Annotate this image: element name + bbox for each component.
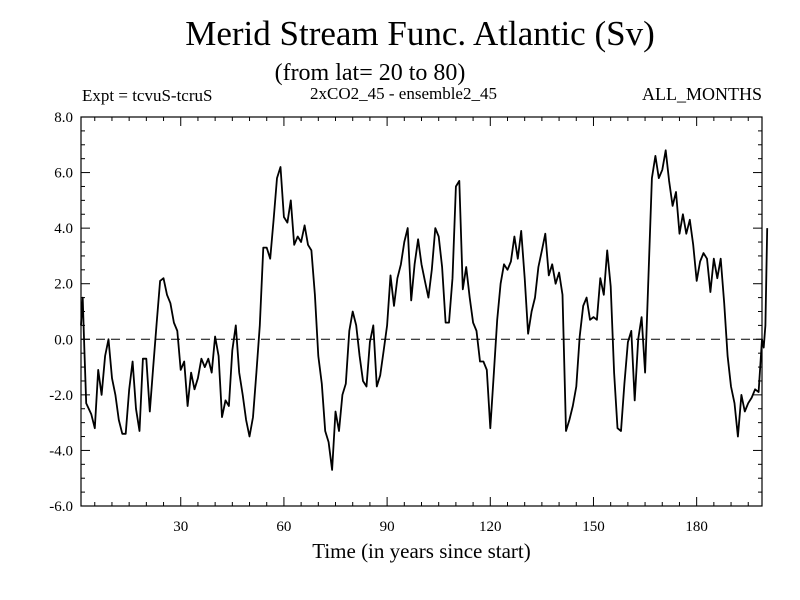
chart-subtitle: (from lat= 20 to 80) — [274, 60, 466, 86]
y-tick-label: -6.0 — [49, 499, 73, 515]
x-tick-label: 120 — [479, 519, 502, 535]
x-tick-label: 180 — [685, 519, 708, 535]
y-tick-label: 4.0 — [54, 221, 73, 237]
plot-frame — [80, 116, 763, 507]
y-tick-label: 8.0 — [54, 110, 73, 126]
y-tick-label: 2.0 — [54, 277, 73, 293]
y-tick-label: 6.0 — [54, 166, 73, 182]
x-axis-title: Time (in years since start) — [312, 539, 531, 563]
expt-label: Expt = tcvuS-tcruS — [82, 86, 213, 105]
ensemble-label: 2xCO2_45 - ensemble2_45 — [310, 84, 497, 103]
months-label: ALL_MONTHS — [642, 84, 762, 104]
series-line — [80, 149, 769, 471]
y-tick-label: -4.0 — [49, 443, 73, 459]
y-tick-label: 0.0 — [54, 332, 73, 348]
chart-title: Merid Stream Func. Atlantic (Sv) — [185, 14, 655, 53]
x-tick-label: 30 — [173, 519, 188, 535]
x-tick-label: 60 — [276, 519, 291, 535]
x-tick-label: 90 — [380, 519, 395, 535]
x-tick-label: 150 — [582, 519, 605, 535]
y-tick-label: -2.0 — [49, 388, 73, 404]
